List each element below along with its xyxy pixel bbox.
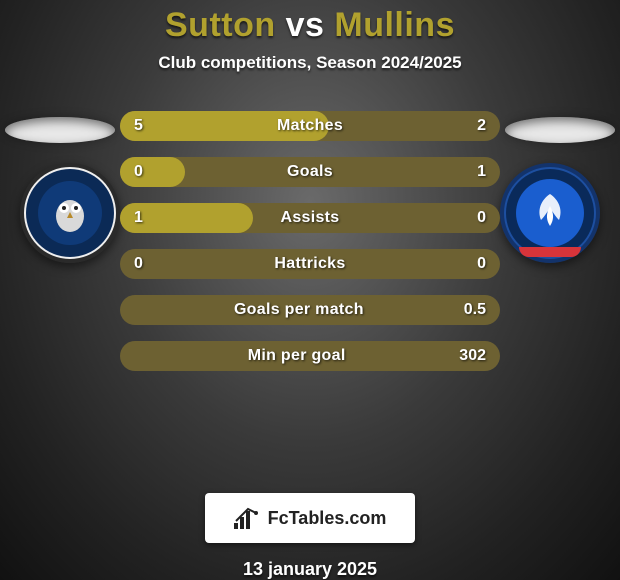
stat-bar-label: Assists bbox=[143, 209, 477, 227]
stat-bar-right-value: 0 bbox=[477, 255, 486, 273]
stat-bar-row: 0Goals1 bbox=[120, 157, 500, 187]
comparison-stage: 5Matches20Goals11Assists00Hattricks0Goal… bbox=[0, 91, 620, 483]
stat-bar-left-value: 5 bbox=[134, 117, 143, 135]
stat-bar-text: 1Assists0 bbox=[120, 203, 500, 233]
title-player1: Sutton bbox=[165, 6, 276, 44]
stat-bar-left-value: 0 bbox=[134, 255, 143, 273]
fctables-icon bbox=[234, 507, 262, 529]
title-player2: Mullins bbox=[334, 6, 455, 44]
stat-bar-left-value: 1 bbox=[134, 209, 143, 227]
owl-icon bbox=[45, 188, 95, 238]
stat-bar-right-value: 302 bbox=[459, 347, 486, 365]
stat-bar-row: 1Assists0 bbox=[120, 203, 500, 233]
stat-bar-right-value: 1 bbox=[477, 163, 486, 181]
stat-bar-label: Goals per match bbox=[134, 301, 464, 319]
stat-bar-text: Goals per match0.5 bbox=[120, 295, 500, 325]
badge-shadow-left bbox=[5, 117, 115, 143]
stat-bar-label: Min per goal bbox=[134, 347, 459, 365]
stat-bar-row: Goals per match0.5 bbox=[120, 295, 500, 325]
stat-bar-text: 0Hattricks0 bbox=[120, 249, 500, 279]
stat-bar-label: Hattricks bbox=[143, 255, 477, 273]
stat-bar-row: Min per goal302 bbox=[120, 341, 500, 371]
club-badge-right bbox=[500, 163, 600, 263]
stat-bar-label: Matches bbox=[143, 117, 477, 135]
fctables-link[interactable]: FcTables.com bbox=[205, 493, 415, 543]
stat-bar-right-value: 0 bbox=[477, 209, 486, 227]
date-label: 13 january 2025 bbox=[243, 559, 377, 580]
stat-bar-left-value: 0 bbox=[134, 163, 143, 181]
stat-bar-row: 5Matches2 bbox=[120, 111, 500, 141]
stat-bar-label: Goals bbox=[143, 163, 477, 181]
club-badge-left bbox=[20, 163, 120, 263]
stat-bar-text: 0Goals1 bbox=[120, 157, 500, 187]
stat-bar-right-value: 0.5 bbox=[464, 301, 486, 319]
stat-bars: 5Matches20Goals11Assists00Hattricks0Goal… bbox=[120, 111, 500, 371]
phoenix-icon bbox=[523, 186, 577, 240]
subtitle: Club competitions, Season 2024/2025 bbox=[158, 53, 461, 73]
stat-bar-row: 0Hattricks0 bbox=[120, 249, 500, 279]
club-badge-right-accent bbox=[519, 247, 581, 257]
page-title: Sutton vs Mullins bbox=[165, 6, 455, 45]
badge-shadow-right bbox=[505, 117, 615, 143]
fctables-text: FcTables.com bbox=[268, 508, 387, 529]
stat-bar-text: 5Matches2 bbox=[120, 111, 500, 141]
stat-bar-text: Min per goal302 bbox=[120, 341, 500, 371]
title-vs: vs bbox=[286, 6, 325, 44]
stat-bar-right-value: 2 bbox=[477, 117, 486, 135]
